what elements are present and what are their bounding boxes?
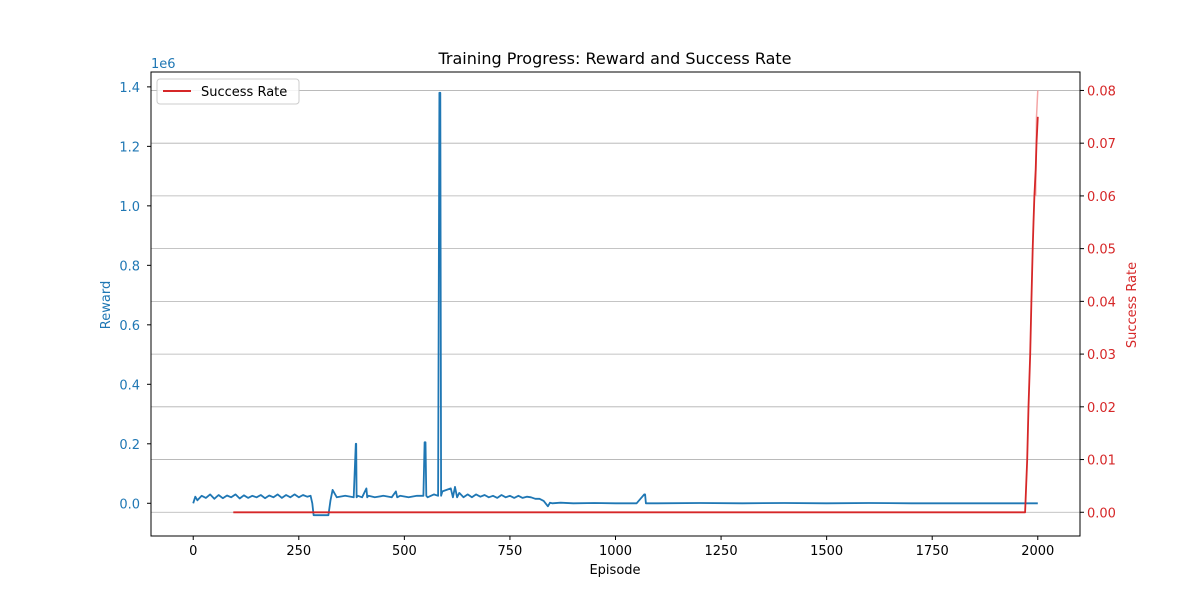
x-tick-label: 1000 <box>599 544 632 559</box>
x-tick-label: 1750 <box>916 544 949 559</box>
y-right-tick-label: 0.05 <box>1087 243 1116 258</box>
y-right-tick-label: 0.02 <box>1087 401 1116 416</box>
y-left-tick-label: 0.8 <box>119 259 140 274</box>
series-layer <box>192 90 1039 517</box>
x-tick-label: 500 <box>392 544 417 559</box>
y-right-tick-label: 0.07 <box>1087 137 1116 152</box>
y-left-tick-label: 0.4 <box>119 378 140 393</box>
ticks-layer: 0.000.010.020.030.040.050.060.070.080.00… <box>119 81 1116 559</box>
y-right-tick-label: 0.06 <box>1087 190 1116 205</box>
reward-line <box>192 91 1038 517</box>
legend-success-rate-label: Success Rate <box>201 85 287 100</box>
y-left-scale-label: 1e6 <box>151 57 176 72</box>
y-left-tick-label: 0.2 <box>119 438 140 453</box>
y-left-tick-label: 1.2 <box>119 140 140 155</box>
y-right-tick-label: 0.03 <box>1087 348 1116 363</box>
y-left-tick-label: 1.4 <box>119 81 140 96</box>
y-right-axis-label: Success Rate <box>1125 262 1140 348</box>
success-rate-line <box>233 116 1039 514</box>
y-right-tick-label: 0.08 <box>1087 84 1116 99</box>
y-right-tick-label: 0.04 <box>1087 295 1116 310</box>
legend: Success Rate <box>156 78 300 105</box>
y-left-tick-label: 0.6 <box>119 319 140 334</box>
y-right-tick-label: 0.00 <box>1087 506 1116 521</box>
grid-layer <box>151 90 1080 513</box>
y-left-tick-label: 1.0 <box>119 200 140 215</box>
chart-title: Training Progress: Reward and Success Ra… <box>437 49 791 68</box>
plot-frame <box>150 71 1081 537</box>
legend-box <box>156 78 300 105</box>
y-left-axis-label: Reward <box>99 281 114 329</box>
x-tick-label: 1250 <box>705 544 738 559</box>
x-tick-label: 2000 <box>1021 544 1054 559</box>
y-left-tick-label: 0.0 <box>119 497 140 512</box>
x-tick-label: 750 <box>498 544 523 559</box>
y-right-tick-label: 0.01 <box>1087 454 1116 469</box>
x-tick-label: 1500 <box>810 544 843 559</box>
x-axis-label: Episode <box>589 563 640 578</box>
x-tick-label: 250 <box>286 544 311 559</box>
x-tick-label: 0 <box>189 544 197 559</box>
